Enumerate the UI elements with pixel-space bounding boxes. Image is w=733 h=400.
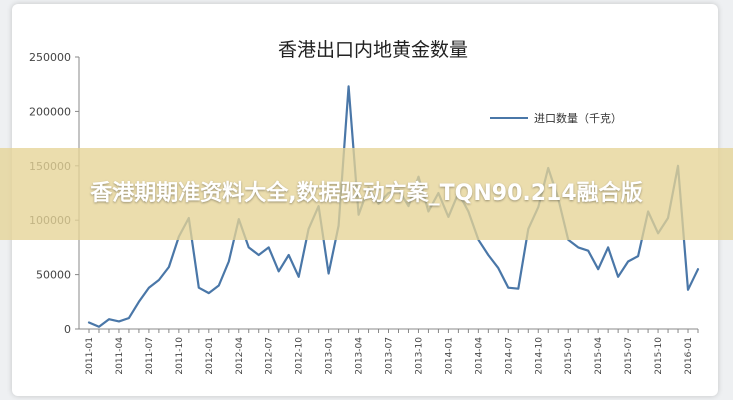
x-tick-label: 2012-01 [205, 337, 215, 375]
x-tick-label: 2013-10 [414, 337, 424, 375]
watermark-banner: 香港期期准资料大全,数据驱动方案_TQN90.214融合版 [0, 148, 733, 240]
x-tick-label: 2011-01 [85, 337, 95, 375]
y-tick-label: 0 [64, 323, 71, 336]
y-tick-label: 200000 [29, 105, 71, 118]
x-tick-label: 2015-07 [624, 337, 634, 375]
x-tick-label: 2015-04 [594, 337, 604, 375]
x-tick-label: 2016-01 [684, 337, 694, 375]
x-tick-label: 2012-07 [265, 337, 275, 375]
x-tick-label: 2011-04 [115, 337, 125, 375]
x-tick-label: 2013-01 [325, 337, 335, 375]
x-tick-label: 2012-10 [295, 337, 305, 375]
x-tick-label: 2014-10 [534, 337, 544, 375]
x-tick-label: 2011-07 [145, 337, 155, 375]
y-tick-label: 50000 [36, 269, 71, 282]
x-tick-label: 2011-10 [175, 337, 185, 375]
x-tick-label: 2012-04 [235, 337, 245, 375]
x-tick-label: 2013-07 [385, 337, 395, 375]
x-tick-label: 2014-04 [474, 337, 484, 375]
legend-label: 进口数量（千克） [534, 112, 622, 125]
legend: 进口数量（千克） [490, 112, 622, 125]
x-tick-label: 2014-01 [444, 337, 454, 375]
x-tick-label: 2015-10 [654, 337, 664, 375]
x-tick-label: 2015-01 [564, 337, 574, 375]
x-tick-label: 2013-04 [355, 337, 365, 375]
x-tick-label: 2014-07 [504, 337, 514, 375]
y-tick-label: 250000 [29, 51, 71, 64]
banner-caption: 香港期期准资料大全,数据驱动方案_TQN90.214融合版 [90, 181, 643, 206]
x-axis: 2011-01 2011-04 2011-07 2011-10 2012-01 2012-… [79, 328, 699, 375]
chart-title: 香港出口内地黄金数量 [278, 39, 468, 61]
